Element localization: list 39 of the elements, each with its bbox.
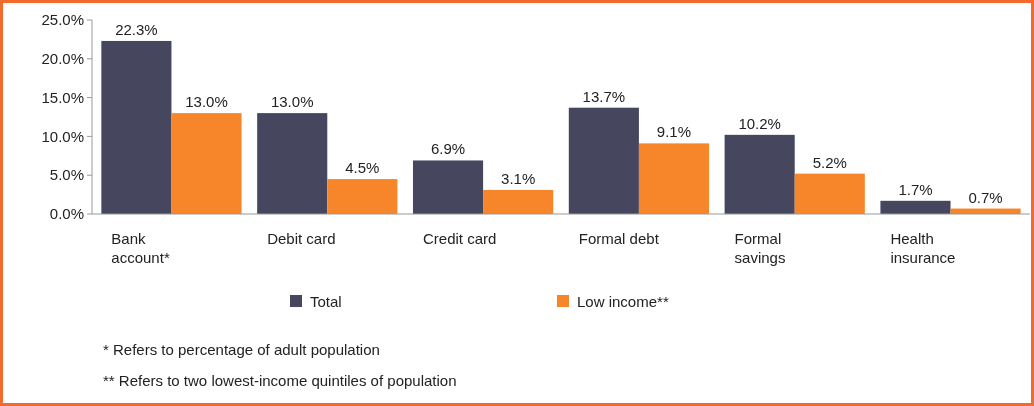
data-label: 13.0% <box>185 93 228 111</box>
x-tick-label: Credit card <box>422 230 497 247</box>
x-tick-label: Formal savings <box>734 230 786 266</box>
bar <box>483 189 554 214</box>
data-label: 22.3% <box>115 20 158 38</box>
bar <box>327 179 398 214</box>
bar <box>568 107 639 214</box>
x-tick-label: Health insurance <box>890 230 956 266</box>
y-tick-label: 15.0% <box>41 88 84 106</box>
bar <box>638 143 710 214</box>
data-label: 0.7% <box>968 188 1003 206</box>
data-label: 1.7% <box>898 180 933 198</box>
x-tick-label: Bank account* <box>111 230 170 266</box>
legend-label: Total <box>310 293 342 311</box>
y-tick-label: 25.0% <box>41 11 84 29</box>
bar <box>794 173 865 214</box>
y-tick-label: 10.0% <box>41 127 84 145</box>
data-label: 13.7% <box>582 87 626 105</box>
x-tick-label: Debit card <box>267 230 336 247</box>
y-tick-label: 0.0% <box>49 205 84 223</box>
data-label: 13.0% <box>270 93 314 111</box>
text: ** Refers to two lowest-income quintiles of population <box>103 372 457 390</box>
bar <box>724 134 795 214</box>
bar <box>880 200 951 214</box>
data-label: 5.2% <box>812 153 847 171</box>
bar <box>101 40 172 214</box>
y-tick-label: 20.0% <box>41 50 84 68</box>
data-label: 3.1% <box>501 169 536 187</box>
data-label: 4.5% <box>345 159 380 177</box>
data-label: 6.9% <box>430 140 466 158</box>
x-tick-label: Formal debt <box>578 230 660 247</box>
legend-label: Low income** <box>577 293 669 311</box>
y-tick-label: 5.0% <box>49 166 84 184</box>
bar <box>412 160 484 214</box>
bar <box>171 113 242 214</box>
bar <box>257 113 328 214</box>
text: * Refers to percentage of adult population <box>103 341 380 359</box>
data-label: 9.1% <box>656 123 692 141</box>
data-label: 10.2% <box>738 114 781 132</box>
